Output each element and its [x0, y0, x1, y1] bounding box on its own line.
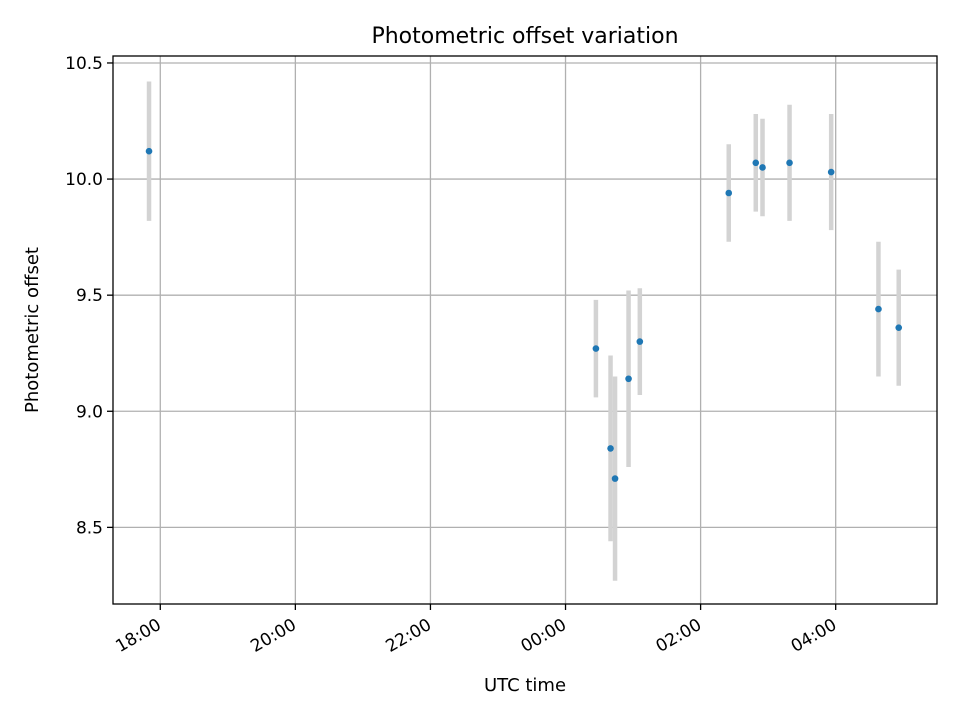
data-point [607, 445, 614, 452]
data-point [827, 168, 835, 176]
data-point [625, 375, 632, 383]
data-point [875, 305, 882, 313]
data-point [592, 345, 600, 352]
x-tick-label: 00:00 [518, 615, 570, 657]
x-tick-label: 02:00 [653, 615, 705, 657]
data-point [752, 159, 760, 167]
y-axis-ticks: 8.5 9.0 9.5 10.0 10.5 [65, 54, 113, 538]
data-point [895, 324, 903, 331]
x-tick-label: 20:00 [247, 615, 299, 657]
data-points [145, 147, 903, 482]
data-point [636, 338, 644, 345]
y-tick-label: 10.0 [65, 170, 103, 190]
x-axis-ticks: 18:00 20:00 22:00 00:00 02:00 04:00 [112, 604, 840, 657]
data-point [725, 189, 733, 197]
data-point [759, 164, 766, 171]
grid [113, 56, 937, 604]
y-tick-label: 8.5 [76, 518, 103, 538]
data-point [786, 159, 793, 167]
x-axis-label: UTC time [484, 675, 566, 696]
data-point [145, 147, 153, 155]
error-bars [146, 81, 901, 581]
y-tick-label: 9.0 [76, 402, 103, 422]
y-tick-label: 9.5 [76, 286, 103, 306]
x-tick-label: 18:00 [112, 615, 164, 657]
data-point [611, 475, 619, 482]
x-tick-label: 04:00 [788, 615, 840, 657]
y-tick-label: 10.5 [65, 54, 103, 74]
x-tick-label: 22:00 [383, 615, 435, 657]
chart-title: Photometric offset variation [371, 24, 678, 49]
plot-area-frame [112, 55, 938, 605]
y-axis-label: Photometric offset [22, 247, 43, 413]
